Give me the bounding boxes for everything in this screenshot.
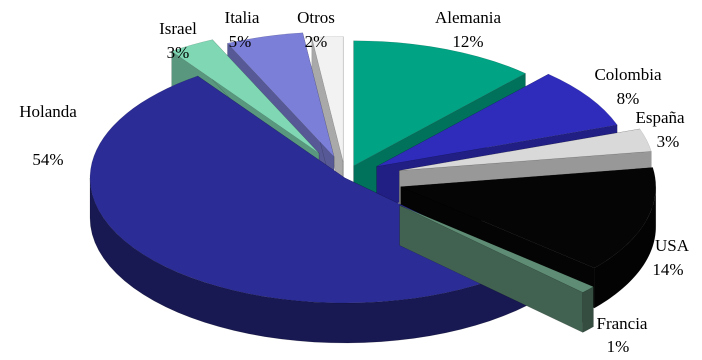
slice-italia-top xyxy=(226,32,335,158)
label-israel-name: Israel xyxy=(159,19,197,38)
label-espana-name: España xyxy=(635,108,685,127)
label-holanda-value: 54% xyxy=(32,150,63,169)
label-israel-value: 3% xyxy=(167,43,190,62)
pie-slices xyxy=(89,32,657,344)
slice-otros xyxy=(311,36,344,202)
slice-alemania-top xyxy=(353,40,527,167)
label-colombia-value: 8% xyxy=(617,89,640,108)
label-francia-value: 1% xyxy=(607,337,630,356)
slice-espana-top xyxy=(399,128,652,171)
label-colombia-name: Colombia xyxy=(594,65,662,84)
slice-otros-top xyxy=(311,36,344,162)
slice-francia-rim xyxy=(582,286,594,333)
label-otros-value: 2% xyxy=(305,32,328,51)
label-italia-value: 5% xyxy=(229,32,252,51)
slice-colombia-top xyxy=(376,73,618,167)
label-alemania-value: 12% xyxy=(452,32,483,51)
label-francia-name: Francia xyxy=(597,314,648,333)
slice-israel-top xyxy=(171,39,320,154)
label-holanda-name: Holanda xyxy=(19,102,77,121)
slice-francia xyxy=(399,205,594,333)
pie-labels: Alemania 12% Colombia 8%España 3% USA 14% Franc… xyxy=(19,8,690,356)
label-alemania-name: Alemania xyxy=(435,8,502,27)
slice-usa-top xyxy=(400,167,657,269)
label-otros-name: Otros xyxy=(297,8,335,27)
label-usa-value: 14% xyxy=(652,260,683,279)
slice-francia-top xyxy=(399,205,594,293)
label-italia-name: Italia xyxy=(225,8,260,27)
label-usa-name: USA xyxy=(655,236,690,255)
label-espana-value: 3% xyxy=(657,132,680,151)
